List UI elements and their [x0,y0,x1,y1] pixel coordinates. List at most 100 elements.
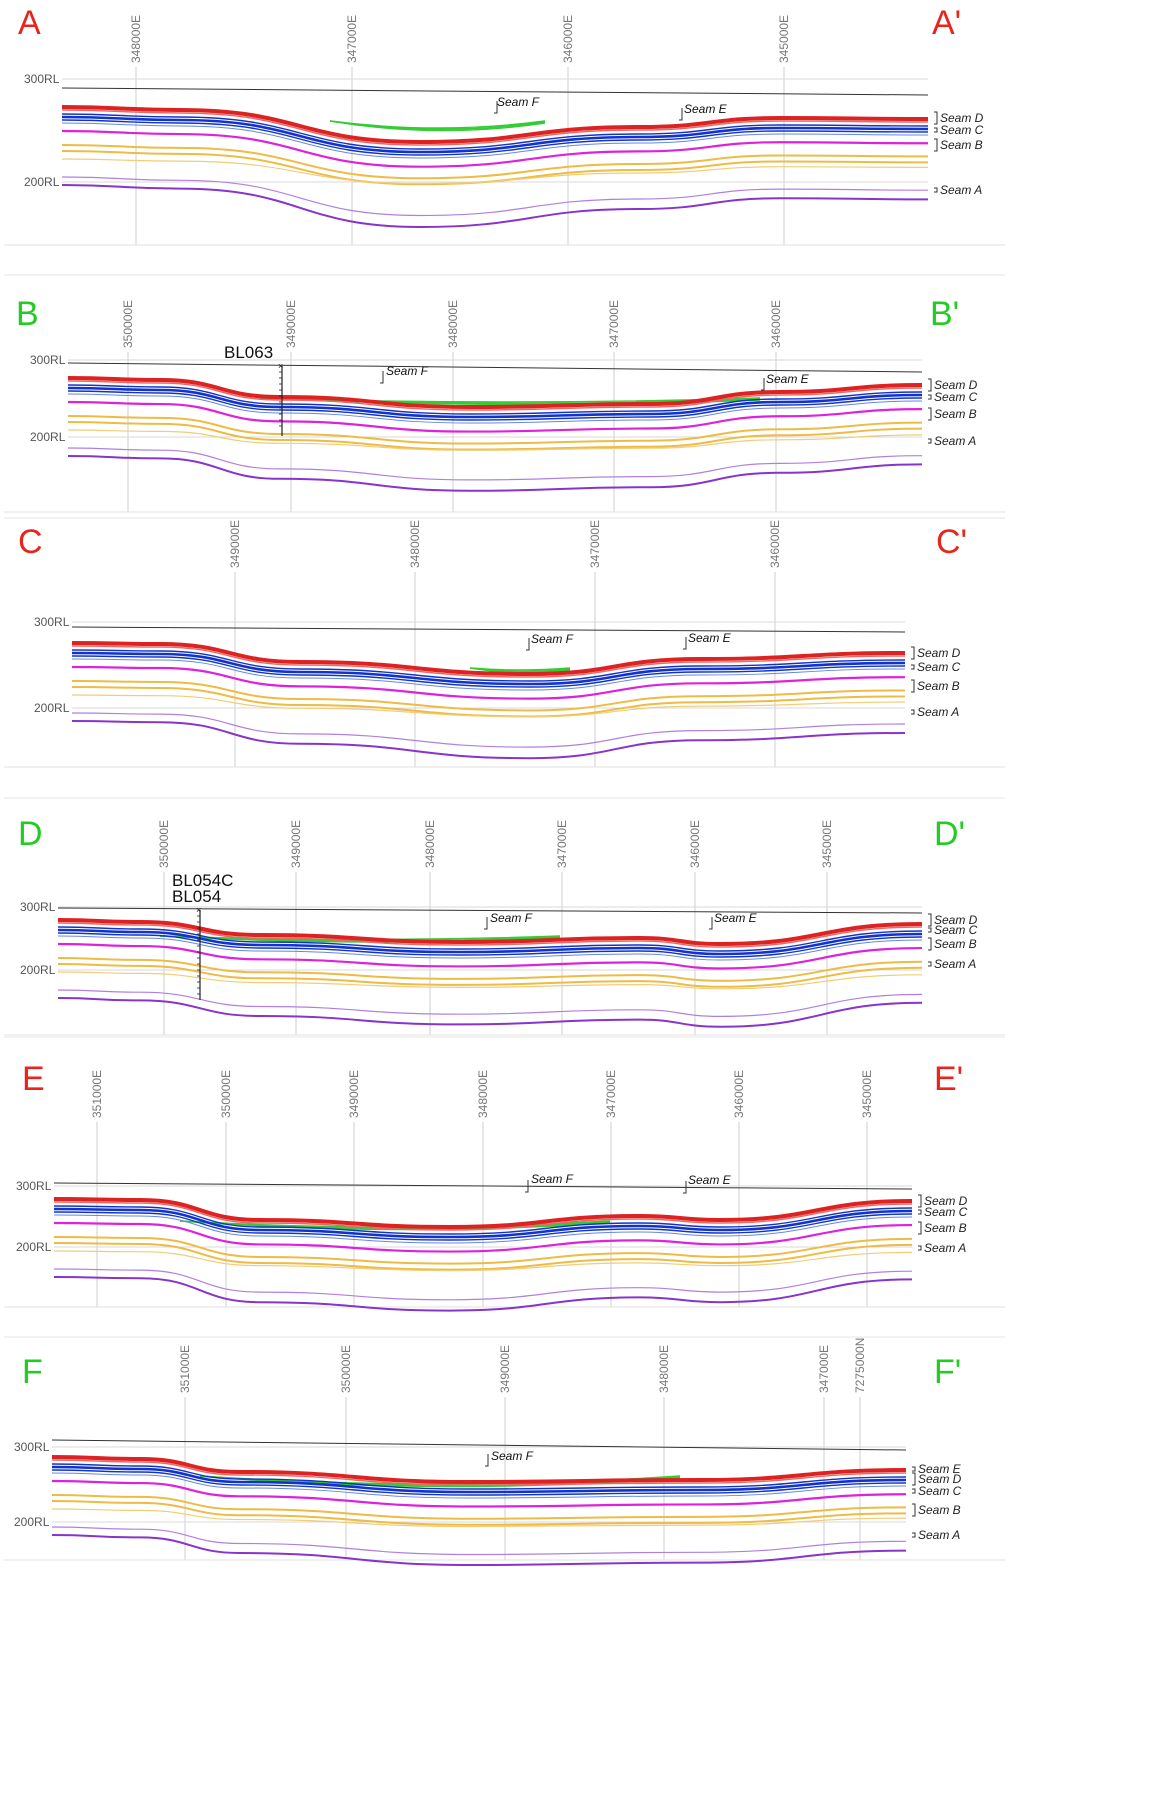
rl-label: 200RL [30,430,66,444]
seam-a-line [67,455,923,492]
seam-a-line [57,997,923,1028]
section-end-label: B' [930,295,959,333]
easting-label: 349000E [289,820,303,868]
right-seam-label: Seam A [940,183,982,197]
easting-label: 350000E [121,300,135,348]
topography-line [67,362,923,373]
easting-label: 346000E [561,15,575,63]
right-seam-label: Seam D [934,913,978,927]
seam-b-line [61,150,929,186]
seam-label-leader [526,638,530,651]
seam-d-line [53,1214,913,1244]
seam-bracket [928,913,932,927]
seam-bracket [934,127,938,133]
seam-e-line [57,922,923,948]
seam-d-line [67,384,923,415]
section-a: A A' 348000E 347000E 346000E 345000E 300RL 200R… [4,4,1005,276]
seam-d-line [61,113,929,150]
easting-label: 348000E [657,1345,671,1393]
section-start-label: E [22,1060,45,1098]
seam-d-line [51,1465,907,1494]
inline-seam-label: Seam F [490,911,533,925]
seam-c-line [61,129,929,168]
seam-bracket [928,927,932,933]
easting-label: 345000E [820,820,834,868]
section-end-label: C' [936,523,967,561]
right-seam-label: Seam D [924,1194,968,1208]
seam-d-line [57,928,923,956]
easting-label: 348000E [476,1070,490,1118]
right-seam-label: Seam B [918,1503,961,1517]
section-start-label: C [18,523,43,561]
easting-label: 349000E [498,1345,512,1393]
seam-d-line [67,390,923,421]
seam-bracket [928,961,932,967]
seam-b-line [71,686,906,718]
easting-label: 349000E [347,1070,361,1118]
section-f: F F' 351000E 350000E 349000E 348000E 347000E 72… [4,1338,1005,1567]
topography-line [51,1439,907,1451]
seam-e-line [71,645,906,678]
easting-label: 7275000N [853,1338,867,1393]
easting-label: 346000E [688,820,702,868]
seam-label-leader [380,371,384,384]
seam-label-leader [761,378,765,391]
seam-a-line [53,1268,913,1301]
right-seam-label: Seam D [934,378,978,392]
seam-c-line [51,1479,907,1508]
seam-d-line [51,1463,907,1490]
rl-label: 300RL [24,72,60,86]
right-seam-label: Seam E [918,1462,962,1476]
seam-a-line [71,712,906,748]
seam-d-line [61,119,929,156]
seam-b-line [67,415,923,445]
seam-bracket [918,1221,922,1235]
seam-bracket [928,937,932,951]
rl-label: 300RL [20,900,56,914]
seam-d-line [71,655,906,688]
section-d: D D' 350000E 349000E 348000E 347000E 346000E 34… [4,815,1005,1038]
right-seam-label: Seam C [917,660,961,674]
right-seam-label: Seam B [940,138,983,152]
seam-c-line [53,1221,913,1253]
section-c: C C' 349000E 348000E 347000E 346000E 300RL 200R… [4,520,1005,799]
seam-d-line [51,1469,907,1496]
seam-b-line [53,1242,913,1271]
right-seam-label: Seam A [934,957,976,971]
seam-b-line [67,429,923,451]
seam-b-line [51,1494,907,1520]
rl-label: 300RL [14,1440,50,1454]
seam-bracket [912,1488,916,1494]
seam-bracket [912,1503,916,1517]
seam-label-leader [494,101,498,114]
drillhole-label: BL054 [172,887,221,906]
easting-label: 350000E [219,1070,233,1118]
easting-label: 350000E [339,1345,353,1393]
right-seam-label: Seam C [934,390,978,404]
rl-label: 200RL [20,963,56,977]
right-seam-label: Seam A [934,434,976,448]
seam-a-line [71,720,906,760]
inline-seam-label: Seam E [766,372,810,386]
easting-label: 349000E [228,520,242,568]
drillhole-collar: × [196,905,201,915]
seam-bracket [911,679,915,693]
seam-label-leader [679,108,683,121]
seam-b-line [61,158,929,185]
seam-e-line [61,105,929,145]
section-start-label: F [22,1353,43,1391]
rl-label: 300RL [34,615,70,629]
seam-e-line [53,1197,913,1230]
right-seam-label: Seam D [917,646,961,660]
seam-d-line [53,1211,913,1241]
seam-d-line [71,651,906,686]
seam-bracket [928,407,932,421]
section-b: B B' 350000E 349000E 348000E 347000E 346000E 30… [4,295,1005,519]
right-seam-label: Seam C [940,123,984,137]
seam-d-line [51,1472,907,1499]
seam-a-line [61,184,929,229]
inline-seam-label: Seam F [531,1172,574,1186]
seam-e-line [51,1459,907,1486]
rl-label: 300RL [30,353,66,367]
seam-bracket [918,1209,922,1215]
